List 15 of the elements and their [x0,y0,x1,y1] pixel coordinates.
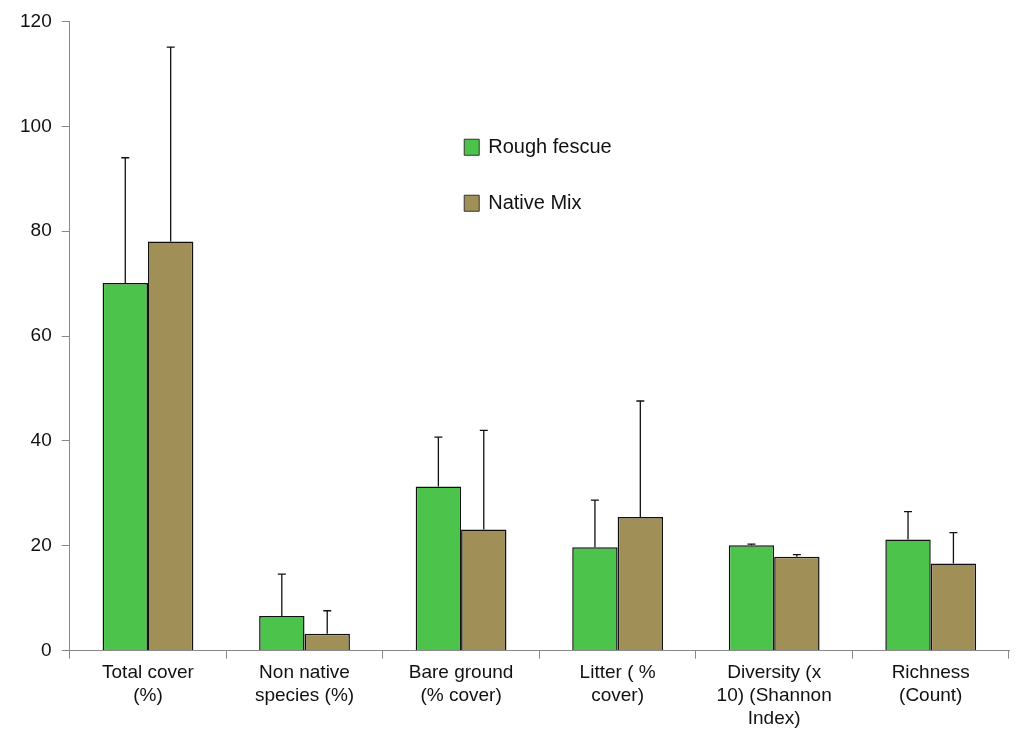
legend-label: Rough fescue [488,134,612,157]
y-tick-label: 40 [30,429,52,451]
x-tick-label: Total cover (%) [102,661,195,706]
y-tick-label: 60 [30,324,52,346]
x-tick-label: Diversity (x 10) (Shannon Index) [716,661,832,728]
y-tick-label: 100 [20,114,52,136]
x-tick-label: Richness (Count) [891,661,970,706]
legend-label: Native Mix [488,190,582,213]
x-tick-label: Litter ( % cover) [579,661,656,706]
y-tick-label: 120 [20,9,52,31]
y-tick-label: 0 [41,638,52,660]
y-tick-label: 20 [30,533,52,555]
x-tick-label: Bare ground (% cover) [408,661,514,706]
x-tick-label: Non native species (%) [254,661,355,706]
y-tick-label: 80 [30,219,52,241]
